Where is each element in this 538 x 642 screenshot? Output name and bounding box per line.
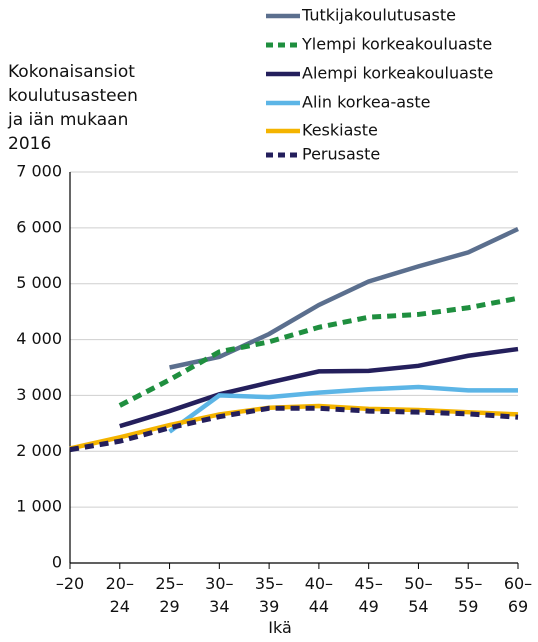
series-line <box>169 226 519 370</box>
legend-label: Alin korkea-aste <box>302 93 431 112</box>
legend-label: Alempi korkeakouluaste <box>302 64 493 83</box>
legend-label: Perusaste <box>302 145 380 164</box>
y-tick-label: 1 000 <box>16 497 62 516</box>
x-axis-label: Ikä <box>268 618 292 637</box>
y-tick-label: 2 000 <box>16 441 62 460</box>
x-tick-label: 40–44 <box>304 574 334 616</box>
series-line <box>69 403 519 451</box>
legend-label: Ylempi korkeakouluaste <box>301 35 492 54</box>
y-tick-label: 7 000 <box>16 162 62 181</box>
x-tick-label: 50–54 <box>404 574 433 616</box>
x-tick-label: 35–39 <box>254 574 284 616</box>
x-tick-label: 55–59 <box>454 574 483 616</box>
x-tick-label: 60–69 <box>503 574 533 616</box>
series-line <box>168 384 518 434</box>
y-tick-label: 0 <box>52 553 62 572</box>
y-tick-label: 4 000 <box>16 329 62 348</box>
legend-label: Tutkijakoulutusaste <box>301 6 456 25</box>
x-tick-label: 25–29 <box>155 574 184 616</box>
x-tick-label: 30–34 <box>205 574 234 616</box>
y-tick-label: 3 000 <box>16 385 62 404</box>
series-line <box>119 346 519 429</box>
y-tick-label: 6 000 <box>16 217 62 236</box>
y-tick-label: 5 000 <box>16 273 62 292</box>
legend-label: Keskiaste <box>302 121 378 140</box>
series-line <box>69 405 519 453</box>
x-tick-label: –20 <box>55 574 85 593</box>
x-tick-label: 20–24 <box>105 574 134 616</box>
x-tick-label: 45–49 <box>354 574 383 616</box>
series-line <box>118 295 519 408</box>
chart-title: Kokonaisansiot koulutusasteen ja iän muk… <box>8 62 138 154</box>
